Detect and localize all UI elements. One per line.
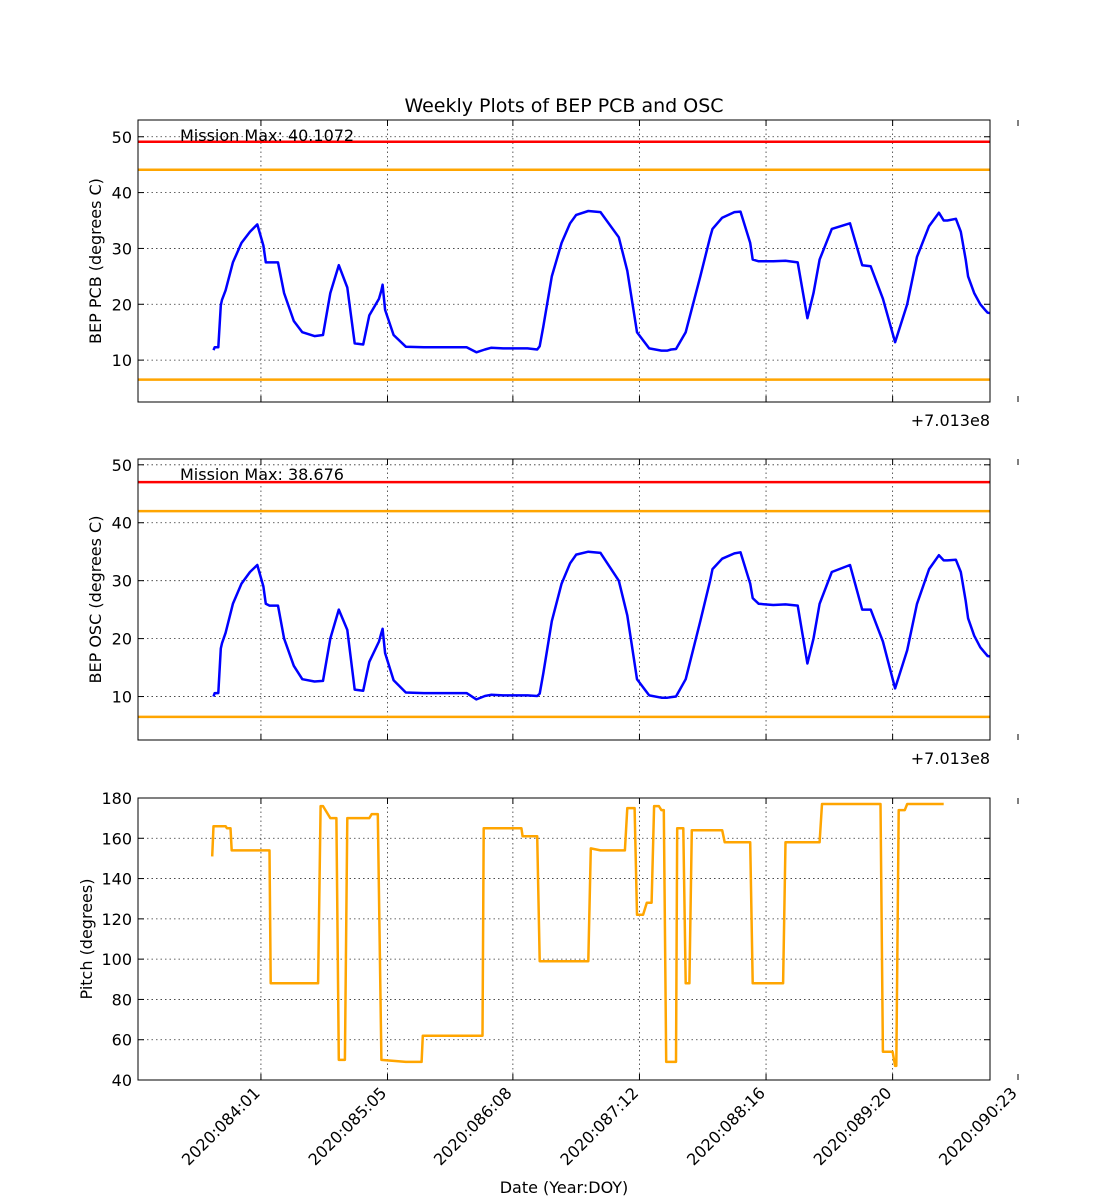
x-axis-label: Date (Year:DOY) — [500, 1178, 629, 1197]
y-tick-label: 20 — [112, 630, 132, 649]
y-tick-label: 30 — [112, 239, 132, 258]
mission-max-annotation: Mission Max: 40.1072 — [180, 126, 354, 145]
y-axis-label: BEP OSC (degrees C) — [86, 516, 105, 684]
x-offset-label: +7.013e8 — [911, 749, 990, 768]
panel-3: 2020:084:01 2020:085:05 2020:086:08 2020:08… — [77, 789, 1021, 1169]
plot-frame — [137, 119, 991, 403]
panel-2: 10 20 30 40 50 Mission Max: 38.676 +7.013e8 BEP… — [86, 456, 1019, 768]
y-axis-label: Pitch (degrees) — [77, 879, 96, 1000]
y-tick-label: 160 — [101, 829, 132, 848]
y-tick-label: 60 — [112, 1031, 132, 1050]
y-tick-label: 20 — [112, 295, 132, 314]
x-tick-label: 2020:089:20 — [810, 1083, 896, 1169]
x-tick-label: 2020:088:16 — [683, 1083, 769, 1169]
y-tick-label: 50 — [112, 456, 132, 475]
x-tick-label: 2020:086:08 — [430, 1083, 516, 1169]
chart-title: Weekly Plots of BEP PCB and OSC — [404, 95, 723, 117]
y-tick-label: 120 — [101, 910, 132, 929]
y-axis-label: BEP PCB (degrees C) — [86, 178, 105, 344]
series-line — [212, 209, 990, 354]
x-offset-label: +7.013e8 — [911, 411, 990, 430]
x-tick-label: 2020:090:23 — [935, 1083, 1021, 1169]
panel-1: 10 20 30 40 50 Mission Max: 40.1072 +7.013e8 BE… — [86, 119, 1019, 430]
mission-max-annotation: Mission Max: 38.676 — [180, 465, 344, 484]
x-tick-label: 2020:085:05 — [304, 1083, 390, 1169]
plot-frame — [137, 797, 991, 1081]
y-tick-label: 180 — [101, 789, 132, 808]
plot-frame — [137, 458, 991, 741]
x-tick-label: 2020:087:12 — [556, 1083, 642, 1169]
series-line — [212, 550, 990, 701]
y-tick-label: 40 — [112, 1071, 132, 1090]
y-tick-label: 140 — [101, 870, 132, 889]
y-tick-label: 100 — [101, 950, 132, 969]
y-tick-label: 30 — [112, 572, 132, 591]
y-tick-label: 40 — [112, 184, 132, 203]
y-tick-label: 10 — [112, 688, 132, 707]
y-tick-label: 50 — [112, 128, 132, 147]
x-tick-label: 2020:084:01 — [178, 1083, 264, 1169]
y-tick-label: 40 — [112, 514, 132, 533]
panels: 10 20 30 40 50 Mission Max: 40.1072 +7.013e8 BE… — [77, 119, 1021, 1169]
series-line — [210, 802, 944, 1068]
y-tick-label: 80 — [112, 990, 132, 1009]
y-tick-label: 10 — [112, 351, 132, 370]
